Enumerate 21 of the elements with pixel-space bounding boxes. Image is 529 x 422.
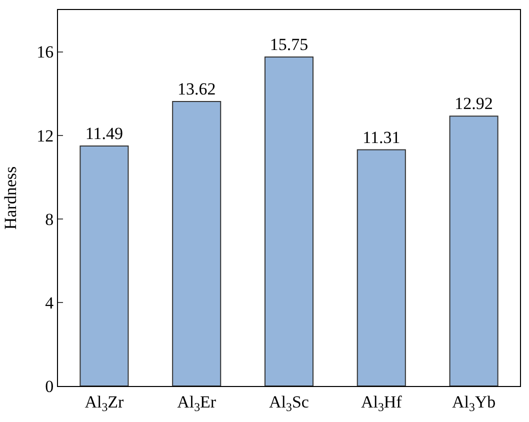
- data-label: 13.62: [177, 79, 216, 98]
- bar: [80, 145, 129, 386]
- x-tick-label: Al$_{3}$Er: [177, 392, 216, 414]
- data-label: 11.31: [362, 128, 400, 147]
- data-label: 11.49: [85, 124, 124, 143]
- data-label: 12.92: [454, 94, 493, 114]
- x-tick-label: Al$_{3}$Sc: [269, 392, 310, 414]
- x-tick-label: Al$_{3}$Yb: [452, 392, 496, 414]
- y-tick-label: 0: [45, 376, 54, 396]
- bar: [172, 100, 222, 386]
- y-tick-label: 12: [36, 126, 54, 146]
- bar: [449, 116, 498, 386]
- y-tick-label: 8: [45, 210, 54, 229]
- y-axis-title: Hardness: [1, 166, 20, 230]
- y-tick-label: 16: [36, 42, 54, 62]
- x-tick-label: Al$_{3}$Hf: [360, 392, 402, 414]
- data-label: 15.75: [270, 35, 308, 54]
- y-tick-label: 4: [45, 293, 54, 312]
- bar: [264, 56, 314, 386]
- x-tick-label: Al$_{3}$Zr: [84, 392, 124, 414]
- bar: [356, 149, 406, 386]
